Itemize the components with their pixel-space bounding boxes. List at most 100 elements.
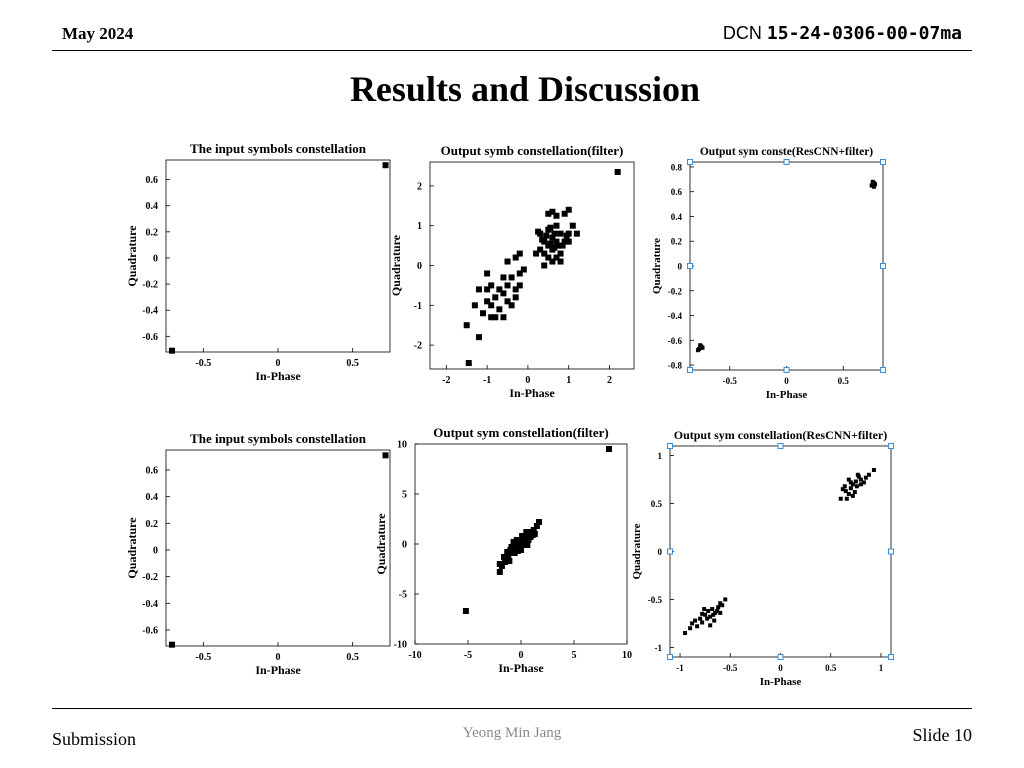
- resize-handle[interactable]: [888, 548, 894, 555]
- data-point: [488, 314, 495, 321]
- resize-handle[interactable]: [667, 443, 673, 449]
- data-point: [484, 298, 491, 305]
- data-point: [840, 487, 845, 492]
- data-point: [844, 496, 849, 501]
- data-point: [713, 610, 718, 615]
- data-point: [563, 232, 570, 239]
- footer-author: Yeong Min Jang: [462, 725, 562, 741]
- doc-prefix: DCN: [722, 23, 762, 43]
- data-point: [502, 559, 509, 565]
- x-axis-label: In-Phase: [498, 661, 544, 675]
- data-point: [561, 238, 568, 245]
- data-point: [484, 270, 491, 277]
- data-point: [168, 347, 175, 354]
- data-point: [852, 490, 857, 495]
- resize-handle[interactable]: [880, 367, 886, 373]
- data-point: [530, 527, 537, 533]
- data-point: [531, 531, 538, 537]
- x-tick-label: -5: [464, 650, 472, 661]
- data-point: [843, 489, 848, 494]
- chart-title: Output symb constellation(filter): [441, 143, 624, 158]
- data-point: [524, 542, 531, 548]
- data-point: [500, 290, 507, 297]
- data-point: [688, 626, 693, 631]
- resize-handle[interactable]: [777, 654, 784, 660]
- data-point: [705, 616, 710, 621]
- data-point: [484, 286, 491, 293]
- y-tick-label: 0.6: [146, 466, 159, 477]
- data-point: [512, 294, 519, 301]
- data-point: [858, 482, 863, 487]
- resize-handle[interactable]: [783, 159, 790, 165]
- data-point: [555, 242, 562, 249]
- y-tick-label: 0: [153, 253, 158, 264]
- resize-handle[interactable]: [687, 367, 693, 373]
- x-axis-label: In-Phase: [509, 386, 555, 400]
- y-tick-label: 0: [153, 546, 158, 557]
- x-tick-label: 0: [276, 358, 281, 369]
- chart-output-rescnn-2: Output sym constellation(ResCNN+filter) -…: [631, 428, 894, 688]
- resize-handle[interactable]: [880, 263, 886, 269]
- y-tick-label: -0.4: [668, 311, 683, 321]
- data-point: [508, 302, 515, 309]
- x-tick-label: -1: [676, 663, 684, 673]
- data-point: [871, 184, 876, 189]
- y-tick-label: 1: [417, 221, 422, 232]
- resize-handle[interactable]: [777, 443, 784, 449]
- x-axis-label: In-Phase: [760, 676, 802, 688]
- data-point: [838, 496, 843, 501]
- y-tick-label: -1: [655, 643, 663, 653]
- data-point: [866, 472, 871, 477]
- y-axis-label: Quadrature: [374, 513, 388, 575]
- resize-handle[interactable]: [667, 654, 673, 660]
- data-point: [557, 250, 564, 257]
- data-point: [539, 236, 546, 243]
- y-tick-label: 0.4: [146, 492, 159, 503]
- data-point: [853, 479, 858, 484]
- resize-handle[interactable]: [687, 263, 693, 269]
- data-point: [695, 348, 700, 353]
- resize-handle[interactable]: [687, 159, 693, 165]
- y-tick-label: 0: [402, 540, 407, 551]
- data-point: [382, 162, 389, 169]
- resize-handle[interactable]: [783, 367, 790, 373]
- data-point: [496, 286, 503, 293]
- data-point: [512, 254, 519, 261]
- y-tick-label: 0: [678, 262, 683, 272]
- resize-handle[interactable]: [888, 654, 894, 660]
- data-point: [488, 282, 495, 289]
- data-point: [545, 210, 552, 217]
- x-tick-label: 1: [879, 663, 884, 673]
- data-point: [858, 477, 863, 482]
- resize-handle[interactable]: [888, 443, 894, 449]
- data-point: [498, 563, 505, 569]
- data-point: [488, 302, 495, 309]
- data-point: [523, 529, 530, 535]
- resize-handle[interactable]: [880, 159, 886, 165]
- chart-title: Output sym constellation(filter): [433, 425, 608, 440]
- x-axis-label: In-Phase: [255, 663, 301, 677]
- resize-handle[interactable]: [667, 548, 673, 555]
- x-tick-label: 0: [784, 376, 789, 386]
- data-point: [870, 179, 875, 184]
- doc-number: 15-24-0306-00-07ma: [766, 23, 962, 44]
- footer-slide-number: Slide 10: [912, 725, 972, 745]
- y-tick-label: -0.8: [668, 361, 683, 371]
- data-point: [508, 274, 515, 281]
- chart-title: The input symbols constellation: [190, 431, 367, 446]
- chart-input-constellation-2: The input symbols constellation -0.5 0 0.5 0…: [125, 431, 391, 677]
- x-tick-label: 10: [622, 650, 632, 661]
- data-point: [850, 482, 855, 487]
- data-point: [492, 314, 499, 321]
- y-tick-label: -0.2: [142, 280, 158, 291]
- data-point: [565, 238, 572, 245]
- y-tick-label: -1: [414, 301, 422, 312]
- y-tick-label: -0.4: [142, 306, 158, 317]
- data-point: [551, 244, 558, 251]
- data-point: [706, 608, 711, 613]
- data-point: [708, 614, 713, 619]
- plot-area: [165, 449, 391, 647]
- x-tick-label: 0: [525, 375, 530, 386]
- data-point: [553, 212, 560, 219]
- data-point: [533, 250, 540, 257]
